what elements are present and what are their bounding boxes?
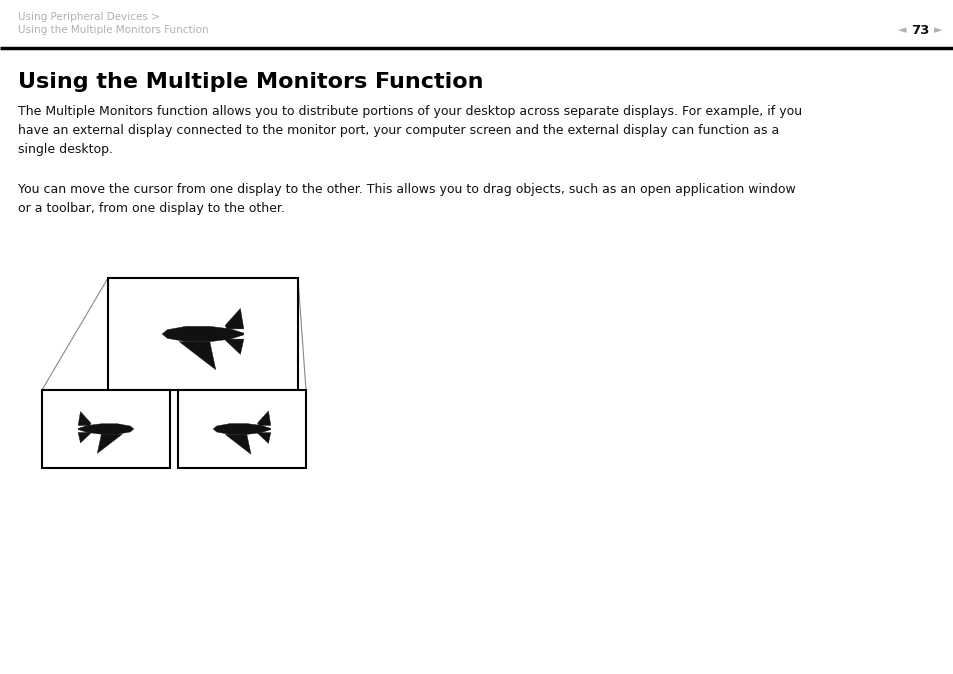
- Text: 73: 73: [910, 24, 928, 37]
- Text: Using Peripheral Devices >: Using Peripheral Devices >: [18, 12, 160, 22]
- Polygon shape: [78, 433, 91, 443]
- Polygon shape: [213, 423, 271, 435]
- Polygon shape: [78, 412, 91, 425]
- Bar: [108, 278, 297, 390]
- Text: Using the Multiple Monitors Function: Using the Multiple Monitors Function: [18, 25, 209, 35]
- Text: You can move the cursor from one display to the other. This allows you to drag o: You can move the cursor from one display…: [18, 183, 795, 215]
- Polygon shape: [257, 411, 271, 425]
- Bar: [178, 390, 306, 468]
- Polygon shape: [224, 339, 244, 355]
- Polygon shape: [225, 309, 244, 329]
- Polygon shape: [162, 326, 244, 342]
- Text: ◄: ◄: [897, 25, 905, 35]
- Polygon shape: [179, 342, 215, 370]
- Polygon shape: [78, 424, 133, 434]
- Polygon shape: [97, 434, 122, 454]
- Polygon shape: [225, 435, 251, 454]
- Text: The Multiple Monitors function allows you to distribute portions of your desktop: The Multiple Monitors function allows yo…: [18, 105, 801, 156]
- Polygon shape: [256, 433, 271, 443]
- Text: Using the Multiple Monitors Function: Using the Multiple Monitors Function: [18, 72, 483, 92]
- Text: ►: ►: [933, 25, 942, 35]
- Bar: [42, 390, 170, 468]
